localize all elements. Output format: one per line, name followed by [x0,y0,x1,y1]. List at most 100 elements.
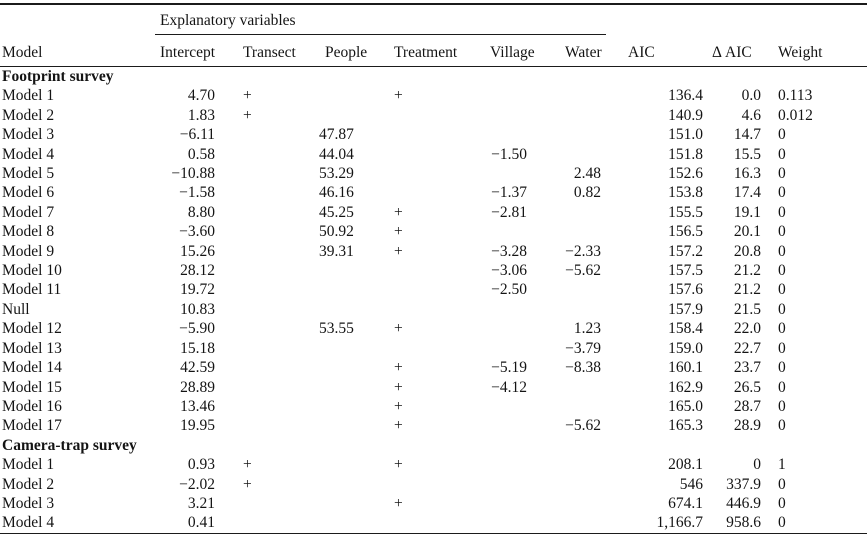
cell-aic: 157.2 [668,242,704,260]
cell-water: −8.38 [565,359,602,377]
cell-treatment: + [394,417,403,435]
cell-water: −5.62 [565,262,602,280]
cell-model: Model 2 [2,106,55,124]
cell-intercept: 15.26 [180,242,215,260]
cell-daic: 19.1 [733,203,762,221]
table-row: Model 1 0.93 + +208.1 0 1 [0,455,867,474]
cell-people [319,300,389,319]
cell-transect [237,416,319,435]
section-title: Footprint survey [2,68,114,85]
cell-village [484,300,560,319]
cell-daic: 28.7 [733,397,762,415]
cell-daic: 28.9 [733,417,762,435]
cell-intercept: 10.83 [180,300,215,318]
section-header-row: Camera-trap survey [0,436,867,455]
cell-weight: 0 [778,475,786,493]
cell-treatment [389,339,484,358]
cell-people [319,513,389,533]
cell-people: 50.92 [319,223,354,241]
cell-daic: 21.5 [733,300,762,318]
cell-village: −5.19 [491,359,527,377]
cell-weight: 0 [778,281,786,299]
cell-water [560,513,622,533]
group-header-underline: Explanatory variables [155,12,607,35]
cell-model: Model 7 [2,203,55,221]
cell-treatment: + [394,223,403,241]
cell-model: Model 3 [2,126,55,144]
cell-weight: 0 [778,320,786,338]
cell-treatment [389,183,484,202]
cell-intercept: 1.83 [187,106,215,124]
table-row: Model 2 1.83 +140.9 4.6 0.012 [0,106,867,125]
cell-people [319,106,389,125]
cell-weight: 0.012 [778,106,813,124]
cell-aic: 1,166.7 [656,514,704,532]
table-row: Model 14 42.59 + −5.19 −8.38 160.1 23.7 0 [0,358,867,377]
cell-daic: 23.7 [733,359,762,377]
cell-aic: 157.6 [668,281,704,299]
cell-intercept: −1.58 [179,184,215,202]
table-row: Model 13 15.18 −3.79 159.0 22.7 0 [0,339,867,358]
cell-transect [237,242,319,261]
cell-intercept: 13.46 [180,397,215,415]
cell-model: Model 14 [2,359,62,377]
cell-model: Model 13 [2,339,62,357]
cell-people [319,339,389,358]
cell-transect [237,513,319,533]
cell-people [319,261,389,280]
cell-aic: 151.0 [668,126,704,144]
cell-intercept: 0.41 [187,514,215,532]
cell-aic: 152.6 [668,165,704,183]
cell-aic: 162.9 [668,378,704,396]
group-header-row: Explanatory variables [0,4,867,35]
cell-water [560,203,622,222]
cell-people [319,455,389,474]
table-row: Model 16 13.46 +165.0 28.7 0 [0,397,867,416]
cell-intercept: 15.18 [180,339,215,357]
cell-intercept: −10.88 [171,165,215,183]
cell-water [560,125,622,144]
cell-weight: 1 [778,456,786,474]
cell-model: Model 17 [2,417,62,435]
cell-people: 53.29 [319,165,354,183]
col-header-delta-aic: Δ AIC [707,35,776,67]
cell-aic: 546 [679,475,704,493]
cell-daic: 0 [753,456,762,474]
cell-daic: 446.9 [726,494,762,512]
cell-weight: 0 [778,184,786,202]
table-row: Model 5 −10.88 53.29 2.48 152.6 16.3 0 [0,164,867,183]
col-header-model: Model [0,35,155,67]
cell-daic: 4.6 [741,106,762,124]
cell-intercept: 3.21 [187,494,215,512]
cell-treatment [389,300,484,319]
cell-intercept: −2.02 [179,475,215,493]
table-row: Model 11 19.72 −2.50 157.6 21.2 0 [0,280,867,299]
cell-village [484,106,560,125]
cell-aic: 157.9 [668,300,704,318]
table-row: Model 3 3.21 +674.1 446.9 0 [0,494,867,513]
cell-treatment: + [394,397,403,415]
cell-intercept: 28.12 [180,262,215,280]
cell-people: 39.31 [319,242,354,260]
cell-model: Model 5 [2,165,55,183]
cell-aic: 159.0 [668,339,704,357]
cell-treatment: + [394,359,403,377]
model-selection-table: Explanatory variables Model Intercept Tr… [0,3,867,534]
group-header-spacer-right [622,4,867,35]
col-header-treatment: Treatment [389,35,484,67]
cell-treatment: + [394,378,403,396]
cell-model: Model 12 [2,320,62,338]
table-row: Model 6 −1.58 46.16 −1.37 0.82 153.8 17.4 0 [0,183,867,202]
cell-model: Model 9 [2,242,55,260]
cell-aic: 165.0 [668,397,704,415]
cell-weight: 0 [778,165,786,183]
cell-treatment [389,261,484,280]
cell-aic: 140.9 [668,106,704,124]
cell-village: −2.81 [491,203,527,221]
cell-village: −1.37 [491,184,527,202]
cell-village: −4.12 [491,378,527,396]
cell-daic: 337.9 [726,475,762,493]
cell-model: Model 11 [2,281,62,299]
cell-village [484,164,560,183]
cell-village [484,455,560,474]
